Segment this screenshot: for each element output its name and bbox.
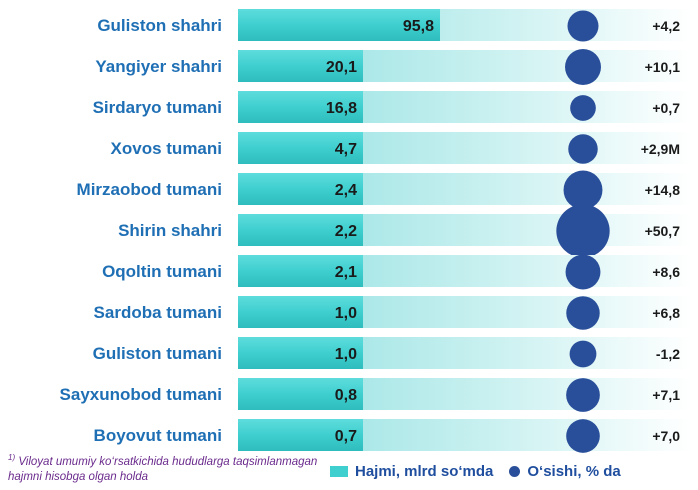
growth-bubble [566, 296, 600, 330]
growth-bubble [565, 254, 601, 290]
volume-value-label: 2,4 [335, 182, 357, 199]
category-label: Oqoltin tumani [102, 262, 222, 281]
volume-value-label: 0,7 [335, 428, 357, 445]
volume-bar [238, 9, 440, 41]
growth-bubble [567, 10, 599, 42]
category-label: Boyovut tumani [94, 426, 222, 445]
volume-value-label: 20,1 [326, 59, 357, 76]
legend: Hajmi, mlrd so‘mda O‘sishi, % da [330, 463, 621, 480]
volume-value-label: 95,8 [403, 18, 434, 35]
category-label: Sayxunobod tumani [60, 385, 222, 404]
growth-bubble [566, 419, 600, 453]
growth-bubble [568, 134, 598, 164]
volume-value-label: 16,8 [326, 100, 357, 117]
category-label: Xovos tumani [111, 139, 222, 158]
volume-value-label: 0,8 [335, 387, 357, 404]
growth-bubble [570, 95, 596, 121]
volume-bar [238, 50, 363, 82]
growth-bubble [569, 340, 597, 368]
legend-growth-label: O‘sishi, % da [527, 463, 621, 480]
legend-growth-dot [509, 466, 521, 477]
legend-volume-label: Hajmi, mlrd so‘mda [355, 463, 494, 480]
category-label: Guliston shahri [97, 16, 222, 35]
growth-value-label: +6,8 [652, 305, 680, 321]
volume-bar [238, 214, 363, 246]
volume-bar [238, 337, 363, 369]
legend-volume-swatch [330, 466, 348, 477]
volume-bar [238, 378, 363, 410]
volume-bar [238, 132, 363, 164]
growth-value-label: +0,7 [652, 100, 680, 116]
growth-value-label: +4,2 [652, 18, 680, 34]
growth-bubble [565, 49, 601, 85]
volume-value-label: 1,0 [335, 305, 357, 322]
category-label: Guliston tumani [93, 344, 222, 363]
footnote-text: Viloyat umumiy ko‘rsatkichida hududlarga… [8, 455, 318, 483]
growth-value-label: +2,9M [641, 141, 680, 157]
footnote: 1) Viloyat umumiy ko‘rsatkichida hududla… [8, 450, 326, 485]
volume-bar [238, 255, 363, 287]
category-label: Sirdaryo tumani [93, 98, 222, 117]
growth-value-label: +10,1 [645, 59, 681, 75]
footnote-marker: 1) [8, 453, 16, 462]
volume-bar [238, 296, 363, 328]
growth-value-label: +8,6 [652, 264, 680, 280]
category-label: Sardoba tumani [94, 303, 222, 322]
category-label: Mirzaobod tumani [77, 180, 222, 199]
volume-bar [238, 91, 363, 123]
volume-bar [238, 419, 363, 451]
volume-value-label: 1,0 [335, 346, 357, 363]
growth-value-label: +14,8 [645, 182, 681, 198]
volume-bar [238, 173, 363, 205]
volume-value-label: 4,7 [335, 141, 357, 158]
growth-value-label: +50,7 [645, 223, 681, 239]
growth-value-label: +7,1 [652, 387, 680, 403]
growth-bubble [556, 204, 610, 258]
category-label: Yangiyer shahri [95, 57, 222, 76]
growth-bubble [563, 170, 603, 210]
growth-value-label: +7,0 [652, 428, 680, 444]
growth-bubble [566, 378, 600, 412]
volume-value-label: 2,1 [335, 264, 357, 281]
growth-value-label: -1,2 [656, 346, 680, 362]
volume-value-label: 2,2 [335, 223, 357, 240]
chart-rows: Guliston shahri 95,8 +4,2 Yangiyer shahri 20… [60, 9, 692, 453]
category-label: Shirin shahri [118, 221, 222, 240]
